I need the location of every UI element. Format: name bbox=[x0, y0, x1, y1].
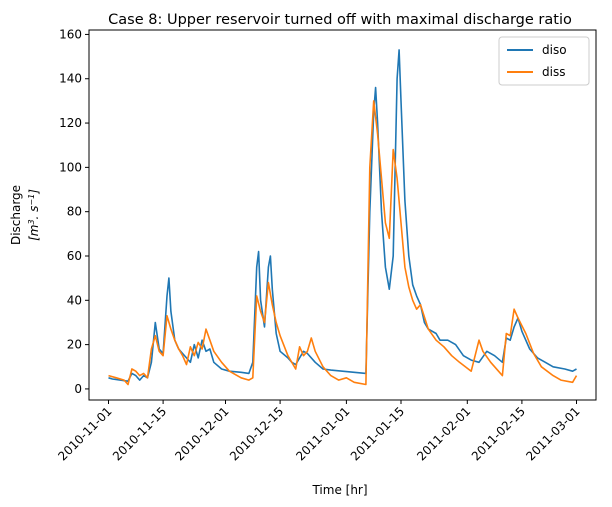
y-tick-label: 100 bbox=[59, 160, 82, 174]
y-axis-label-line1: Discharge bbox=[9, 185, 23, 245]
x-tick-label: 2010-11-01 bbox=[55, 404, 114, 463]
y-tick-label: 20 bbox=[67, 338, 82, 352]
y-axis-label-unit-part-0: [m bbox=[27, 225, 41, 241]
y-axis-label-unit-part-1: 3 bbox=[27, 219, 36, 224]
y-tick-label: 160 bbox=[59, 27, 82, 41]
y-axis-label-unit-part-4: ] bbox=[27, 189, 41, 195]
y-axis-label: Discharge [m3. s−1] bbox=[9, 185, 41, 245]
y-tick-label: 120 bbox=[59, 116, 82, 130]
y-axis-label-unit-part-3: −1 bbox=[27, 194, 36, 206]
x-axis-label: Time [hr] bbox=[311, 483, 367, 497]
x-tick-label: 2010-12-01 bbox=[172, 404, 231, 463]
series-line-diso bbox=[108, 49, 577, 383]
y-tick-label: 40 bbox=[67, 293, 82, 307]
series-line-diss bbox=[108, 100, 578, 386]
series-layer bbox=[108, 49, 578, 386]
y-tick-label: 60 bbox=[67, 249, 82, 263]
y-axis-label-line2: [m3. s−1] bbox=[27, 189, 42, 241]
y-tick-label: 80 bbox=[67, 205, 82, 219]
x-tick-label: 2010-12-15 bbox=[227, 404, 286, 463]
legend-label-diso: diso bbox=[542, 43, 567, 57]
x-tick-label: 2011-03-01 bbox=[523, 404, 582, 463]
plot-frame bbox=[88, 29, 597, 401]
legend: diso diss bbox=[498, 36, 590, 86]
legend-label-diss: diss bbox=[542, 65, 565, 79]
x-tick-label: 2010-11-15 bbox=[110, 404, 169, 463]
y-axis-label-unit-part-2: . s bbox=[27, 206, 41, 220]
plot-area bbox=[88, 29, 597, 401]
y-tick-label: 140 bbox=[59, 72, 82, 86]
y-axis: 0 20 40 60 80 100 120 140 160 bbox=[59, 27, 89, 396]
chart-title: Case 8: Upper reservoir turned off with … bbox=[108, 12, 572, 28]
x-tick-label: 2011-02-01 bbox=[414, 404, 473, 463]
y-tick-label: 0 bbox=[74, 382, 82, 396]
x-tick-label: 2011-02-15 bbox=[469, 404, 528, 463]
x-tick-label: 2011-01-01 bbox=[293, 404, 352, 463]
x-tick-label: 2011-01-15 bbox=[348, 404, 407, 463]
